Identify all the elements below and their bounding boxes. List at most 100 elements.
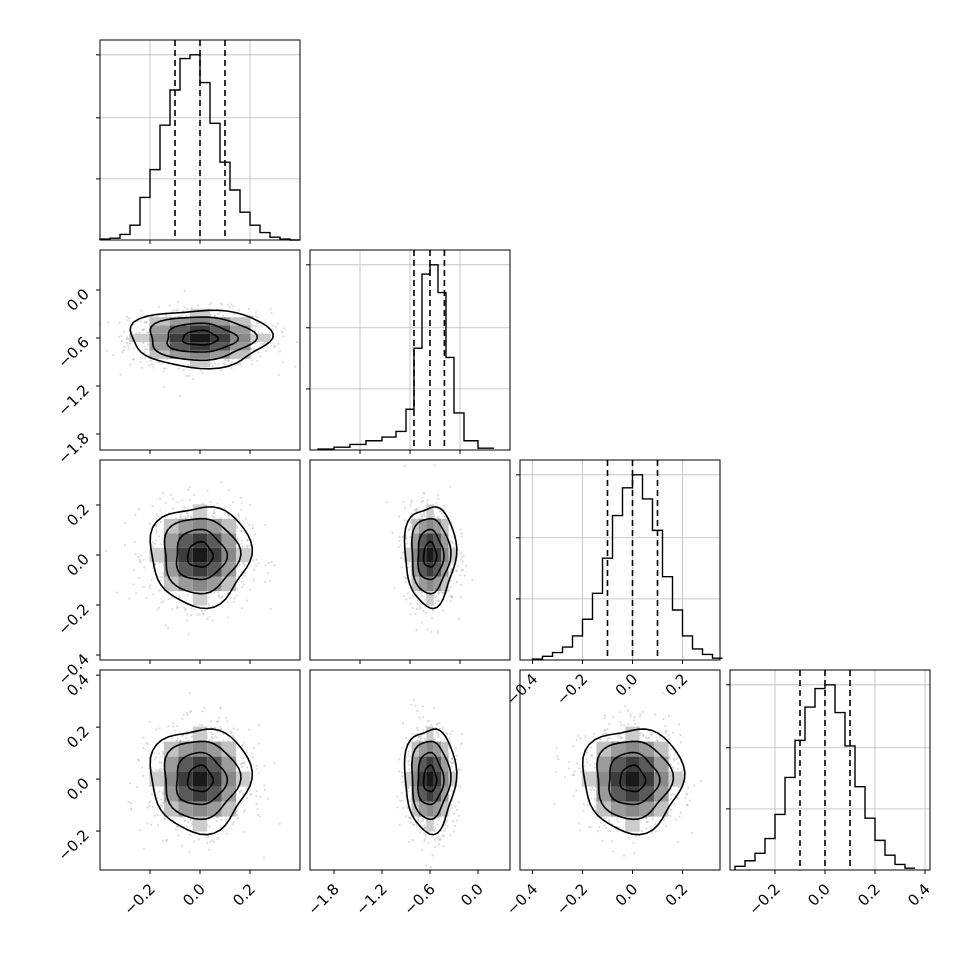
sample-point: [160, 806, 163, 809]
density-cell: [418, 801, 427, 817]
hist-bar: [396, 431, 406, 450]
density-cell: [418, 576, 427, 592]
sample-point: [173, 729, 176, 732]
sample-point: [446, 732, 449, 736]
sample-point: [253, 746, 256, 750]
sample-point: [207, 602, 210, 605]
sample-point: [400, 746, 404, 749]
sample-point: [571, 774, 574, 777]
sample-point: [248, 523, 251, 526]
sample-point: [137, 508, 140, 511]
sample-point: [143, 345, 146, 348]
sample-point: [206, 841, 209, 845]
density-cell: [178, 786, 193, 802]
sample-point: [451, 596, 454, 599]
sample-point: [127, 347, 130, 350]
sample-point: [437, 733, 440, 736]
sample-point: [445, 820, 448, 823]
sample-point: [188, 498, 192, 501]
sample-point: [132, 358, 135, 361]
sample-point: [208, 738, 211, 742]
sample-point: [437, 836, 440, 839]
sample-point: [443, 829, 446, 832]
sample-point: [459, 785, 462, 788]
sample-point: [211, 619, 214, 622]
sample-point: [460, 741, 463, 745]
panel-frame: [519, 459, 721, 661]
sample-point: [423, 511, 426, 514]
sample-point: [420, 501, 423, 504]
sample-point: [222, 739, 225, 742]
sample-point: [421, 513, 424, 516]
density-cell: [236, 547, 251, 563]
density-cell: [418, 533, 427, 548]
sample-point: [251, 524, 254, 527]
sample-point: [132, 347, 135, 350]
sample-point: [132, 358, 135, 361]
sample-point: [256, 813, 259, 817]
sample-point: [255, 802, 258, 806]
hist-bar: [210, 123, 220, 240]
y-tick-label: −0.6: [54, 333, 92, 371]
density-cell: [426, 771, 434, 787]
sample-point: [154, 756, 158, 759]
sample-point: [241, 792, 244, 796]
sample-point: [190, 607, 193, 610]
sample-point: [239, 496, 242, 499]
sample-point: [252, 577, 255, 580]
sample-point: [415, 607, 419, 611]
sample-point: [141, 328, 144, 331]
sample-point: [188, 374, 191, 377]
sample-point: [423, 598, 427, 601]
sample-point: [426, 499, 429, 502]
sample-point: [245, 786, 248, 790]
hist-bar: [260, 233, 270, 240]
sample-point: [188, 850, 191, 854]
x-tick-label: 0.4: [904, 880, 934, 910]
sample-point: [419, 736, 422, 739]
sample-point: [408, 763, 411, 766]
sample-point: [188, 486, 191, 489]
sample-point: [399, 544, 402, 547]
sample-point: [436, 823, 439, 826]
sample-point: [186, 711, 189, 715]
sample-point: [142, 585, 146, 589]
density-cell: [441, 786, 449, 802]
sample-point: [240, 539, 243, 542]
x-tick-label: −0.4: [503, 670, 541, 708]
sample-point: [409, 821, 412, 824]
sample-point: [225, 832, 228, 835]
sample-point: [270, 311, 273, 315]
sample-point: [125, 338, 128, 341]
sample-point: [163, 367, 166, 370]
density-cell: [189, 350, 211, 359]
sample-point: [220, 481, 223, 484]
sample-point: [138, 331, 141, 334]
sample-point: [423, 826, 426, 830]
sample-point: [282, 361, 285, 364]
sample-point: [236, 817, 240, 820]
sample-point: [240, 508, 243, 511]
sample-point: [132, 583, 135, 586]
density-cell: [426, 786, 434, 802]
hist-bar: [200, 83, 210, 240]
sample-point: [149, 359, 152, 363]
sample-point: [223, 512, 227, 515]
contour-level: [175, 528, 229, 581]
sample-point: [216, 313, 219, 316]
density-cell: [411, 786, 419, 802]
sample-point: [411, 595, 415, 598]
sample-point: [213, 361, 216, 365]
sample-point: [460, 732, 463, 736]
sample-point: [159, 804, 162, 807]
sample-point: [230, 731, 233, 734]
2d-param-1-vs-4-group: [96, 669, 301, 874]
sample-point: [232, 600, 235, 603]
sample-point: [148, 522, 151, 525]
sample-point: [156, 608, 159, 611]
sample-point: [252, 579, 255, 583]
sample-point: [446, 824, 449, 828]
sample-point: [240, 789, 243, 793]
sample-point: [167, 725, 170, 728]
sample-point: [268, 579, 271, 582]
